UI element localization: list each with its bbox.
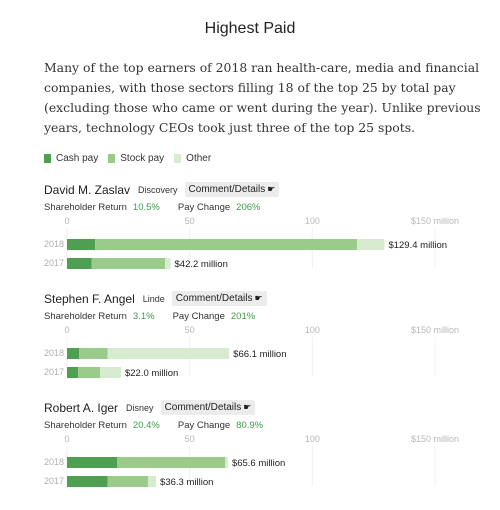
- exec-name: Robert A. Iger: [44, 400, 119, 415]
- year-label: 2017: [44, 476, 64, 486]
- comment-details-button[interactable]: Comment/Details ☛: [160, 400, 256, 415]
- pointer-cursor-icon: ☛: [267, 184, 276, 194]
- bar-segment-stock-2018: [79, 348, 108, 359]
- exec-block-angel: Stephen F. Angel Linde Comment/Details ☛…: [0, 291, 500, 401]
- year-label: 2018: [44, 457, 64, 467]
- shareholder-return-label: Shareholder Return: [44, 202, 127, 213]
- legend-label-cash: Cash pay: [56, 153, 99, 164]
- year-label: 2017: [44, 258, 64, 268]
- shareholder-return-value: 10.5%: [132, 202, 160, 213]
- bar-segment-other-2018: [225, 457, 228, 468]
- year-label: 2018: [44, 348, 64, 358]
- exec-name-row: David M. Zaslav Discovery Comment/Detail…: [44, 182, 280, 197]
- exec-name-row: Robert A. Iger Disney Comment/Details ☛: [44, 400, 256, 415]
- legend-item-other: Other: [174, 153, 211, 164]
- exec-name: David M. Zaslav: [44, 182, 131, 197]
- legend-label-other: Other: [186, 153, 212, 164]
- bar-segment-stock-2017: [91, 258, 166, 269]
- bar-segment-stock-2018: [117, 457, 226, 468]
- shareholder-return-label: Shareholder Return: [44, 311, 127, 322]
- x-tick-label: 50: [185, 216, 195, 226]
- total-pay-label: $42.2 million: [175, 259, 228, 270]
- exec-company: Linde: [142, 293, 165, 304]
- legend-item-cash: Cash pay: [44, 153, 98, 164]
- exec-block-iger: Robert A. Iger Disney Comment/Details ☛ …: [0, 400, 500, 510]
- pay-chart-zaslav: 0 50 100 $150 million 2018 $129.4 million 2017…: [44, 216, 459, 270]
- x-tick-label: 0: [64, 434, 69, 444]
- pointer-cursor-icon: ☛: [254, 293, 263, 303]
- x-tick-label: 0: [64, 216, 69, 226]
- exec-stats: Shareholder Return 3.1% Pay Change 201%: [44, 311, 273, 322]
- pointer-cursor-icon: ☛: [243, 402, 252, 412]
- bar-segment-cash-2017: [67, 367, 79, 378]
- shareholder-return-value: 20.4%: [132, 420, 160, 431]
- comment-details-label: Comment/Details: [188, 184, 266, 195]
- exec-name: Stephen F. Angel: [44, 291, 135, 306]
- exec-company: Disney: [126, 402, 154, 413]
- x-tick-label: 100: [305, 216, 320, 226]
- pay-chart-angel: 0 50 100 $150 million 2018 $66.1 million 2017 $…: [44, 325, 459, 379]
- intro-paragraph: Many of the top earners of 2018 ran heal…: [44, 60, 481, 135]
- year-label: 2017: [44, 367, 64, 377]
- comment-details-label: Comment/Details: [164, 402, 242, 413]
- shareholder-return-value: 3.1%: [132, 311, 155, 322]
- x-tick-label: 0: [64, 325, 69, 335]
- bar-segment-other-2017: [100, 367, 121, 378]
- total-pay-label: $66.1 million: [233, 349, 286, 360]
- comment-details-label: Comment/Details: [175, 293, 253, 304]
- bar-segment-stock-2017: [78, 367, 101, 378]
- pay-change-label: Pay Change: [177, 202, 231, 213]
- chart-legend: Cash pay Stock pay Other: [44, 153, 221, 164]
- comment-details-button[interactable]: Comment/Details ☛: [184, 182, 280, 197]
- pay-change-label: Pay Change: [177, 420, 231, 431]
- bar-segment-cash-2017: [67, 258, 92, 269]
- exec-name-row: Stephen F. Angel Linde Comment/Details ☛: [44, 291, 267, 306]
- bar-segment-other-2017: [147, 476, 157, 487]
- pay-change-label: Pay Change: [172, 311, 225, 322]
- exec-block-zaslav: David M. Zaslav Discovery Comment/Detail…: [0, 182, 500, 292]
- legend-item-stock: Stock pay: [108, 153, 164, 164]
- x-tick-label: 50: [185, 325, 195, 335]
- comment-details-button[interactable]: Comment/Details ☛: [171, 291, 267, 306]
- year-label: 2018: [44, 239, 64, 249]
- x-tick-label: 50: [185, 434, 195, 444]
- bar-segment-other-2017: [165, 258, 171, 269]
- bar-segment-stock-2017: [107, 476, 148, 487]
- exec-company: Discovery: [138, 184, 178, 195]
- x-tick-label: $150 million: [411, 434, 459, 444]
- exec-stats: Shareholder Return 10.5% Pay Change 206%: [44, 202, 278, 213]
- bar-segment-cash-2017: [67, 476, 108, 487]
- legend-label-stock: Stock pay: [120, 153, 165, 164]
- pay-change-value: 206%: [236, 202, 261, 213]
- bar-segment-other-2018: [356, 239, 385, 250]
- exec-stats: Shareholder Return 20.4% Pay Change 80.9%: [44, 420, 281, 431]
- page-title: Highest Paid: [204, 20, 296, 37]
- pay-change-value: 201%: [230, 311, 256, 322]
- total-pay-label: $65.6 million: [232, 458, 285, 469]
- shareholder-return-label: Shareholder Return: [44, 420, 127, 431]
- total-pay-label: $22.0 million: [125, 368, 178, 379]
- legend-swatch-cash: [44, 154, 51, 163]
- total-pay-label: $129.4 million: [388, 240, 447, 251]
- legend-swatch-other: [174, 154, 182, 163]
- bar-segment-stock-2018: [95, 239, 357, 250]
- legend-swatch-stock: [108, 154, 116, 163]
- x-tick-label: 100: [305, 325, 320, 335]
- pay-change-value: 80.9%: [236, 420, 264, 431]
- x-tick-label: 100: [305, 434, 320, 444]
- bar-segment-cash-2018: [67, 239, 96, 250]
- bar-segment-cash-2018: [67, 457, 118, 468]
- bar-segment-other-2018: [107, 348, 230, 359]
- x-tick-label: $150 million: [411, 216, 459, 226]
- x-tick-label: $150 million: [411, 325, 459, 335]
- bar-segment-cash-2018: [67, 348, 80, 359]
